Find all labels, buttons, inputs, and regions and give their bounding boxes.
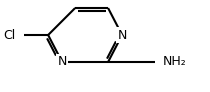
Text: Cl: Cl — [3, 29, 15, 41]
Text: NH₂: NH₂ — [163, 55, 187, 68]
Text: N: N — [117, 29, 127, 41]
Text: N: N — [58, 55, 67, 68]
